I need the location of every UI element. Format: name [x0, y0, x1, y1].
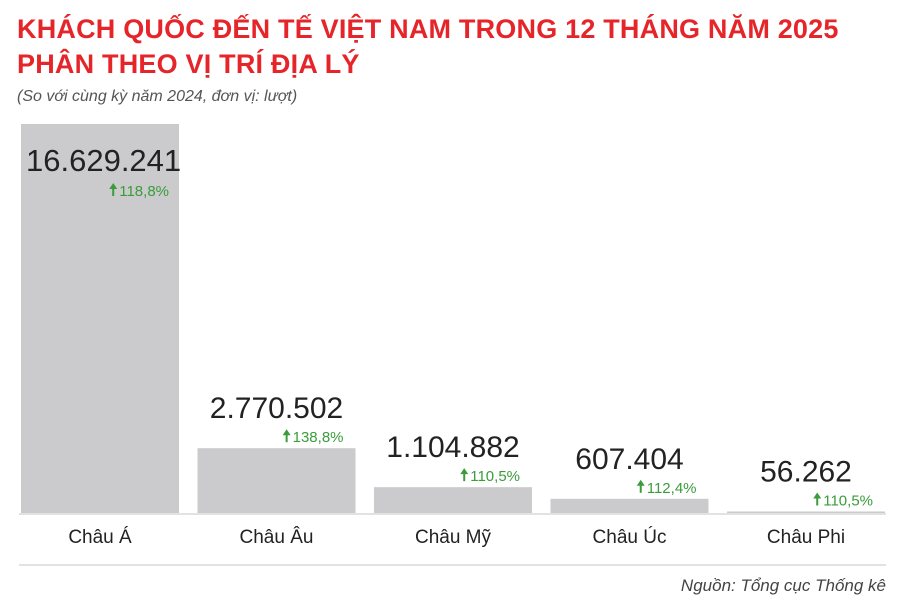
value-label: 2.770.502 — [210, 392, 343, 425]
growth-label: 118,8% — [119, 183, 169, 200]
category-label: Châu Úc — [593, 526, 667, 548]
bar-5 — [727, 511, 885, 513]
bar-1 — [21, 124, 179, 513]
source-note: Nguồn: Tổng cục Thống kê — [680, 576, 886, 595]
value-label: 607.404 — [575, 443, 683, 476]
arrow-up-icon — [282, 429, 291, 443]
arrow-up-icon — [636, 479, 645, 493]
growth-label: 112,4% — [647, 480, 697, 497]
value-label: 1.104.882 — [386, 431, 519, 464]
category-label: Châu Mỹ — [415, 527, 492, 548]
category-label: Châu Âu — [240, 526, 314, 548]
bars-group — [21, 124, 885, 513]
bar-2 — [197, 448, 356, 513]
growth-label: 110,5% — [470, 468, 520, 485]
chart-title-line-2: PHÂN THEO VỊ TRÍ ĐỊA LÝ — [17, 49, 360, 79]
bar-3 — [374, 487, 532, 513]
arrow-up-icon — [109, 183, 118, 196]
value-label: 56.262 — [760, 456, 852, 489]
chart-title-line-1: KHÁCH QUỐC ĐẾN TẾ VIỆT NAM TRONG 12 THÁN… — [17, 14, 839, 44]
value-label: 16.629.241 — [26, 143, 181, 178]
growth-label: 138,8% — [293, 429, 344, 446]
arrow-up-icon — [813, 492, 822, 506]
labels-group: 16.629.241 118,8% Châu Á 2.770.502 138,8% Châ… — [26, 143, 873, 548]
chart-title: KHÁCH QUỐC ĐẾN TẾ VIỆT NAM TRONG 12 THÁN… — [17, 12, 839, 82]
arrow-up-icon — [460, 468, 469, 482]
bar-4 — [550, 498, 709, 513]
category-label: Châu Á — [68, 527, 132, 548]
chart-subtitle: (So với cùng kỳ năm 2024, đơn vị: lượt) — [17, 88, 298, 105]
growth-label: 110,5% — [823, 493, 873, 510]
category-label: Châu Phi — [767, 527, 845, 548]
